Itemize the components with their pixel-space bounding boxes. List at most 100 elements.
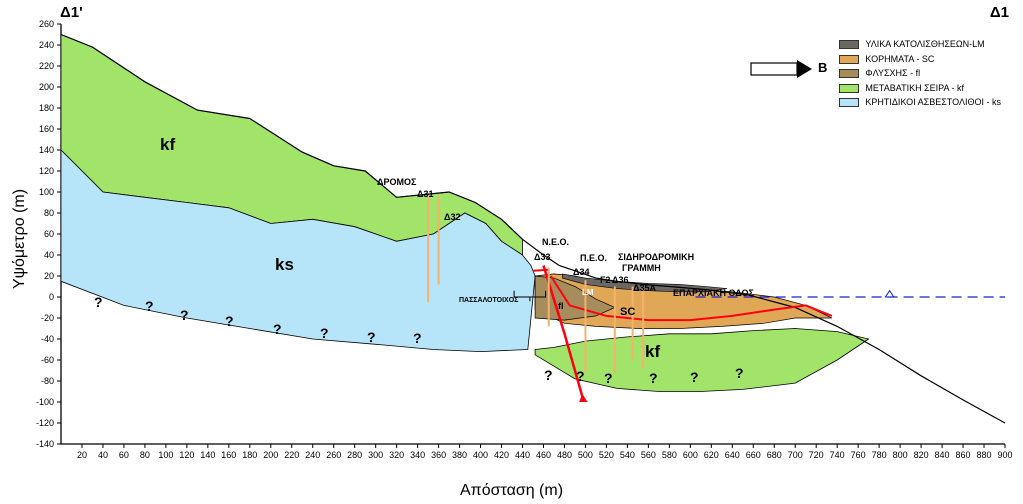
svg-text:?: ? bbox=[690, 369, 699, 385]
annot-d32: Δ32 bbox=[444, 212, 460, 222]
legend-swatch bbox=[839, 84, 859, 93]
legend-item: ΚΡΗΤΙΔΙΚΟΙ ΑΣΒΕΣΤΟΛΙΘΟΙ - ks bbox=[839, 96, 1001, 110]
label-kf-upper: kf bbox=[160, 135, 175, 155]
svg-text:780: 780 bbox=[872, 450, 887, 460]
svg-text:900: 900 bbox=[997, 450, 1012, 460]
annot-rail1: ΣΙΔΗΡΟΔΡΟΜΙΚΗ bbox=[618, 252, 694, 262]
annot-pile: ΠΑΣΣΑΛΟΤΟΙΧΟΣ bbox=[459, 297, 518, 304]
svg-text:140: 140 bbox=[39, 145, 54, 155]
svg-text:80: 80 bbox=[140, 450, 150, 460]
svg-text:740: 740 bbox=[830, 450, 845, 460]
annot-d34: Δ34 bbox=[573, 267, 589, 277]
svg-text:660: 660 bbox=[746, 450, 761, 460]
svg-text:200: 200 bbox=[39, 82, 54, 92]
svg-text:100: 100 bbox=[39, 187, 54, 197]
svg-text:460: 460 bbox=[536, 450, 551, 460]
legend-label: ΚΟΡΗΜΑΤΑ - SC bbox=[865, 53, 934, 67]
svg-text:240: 240 bbox=[305, 450, 320, 460]
legend-item: ΜΕΤΑΒΑΤΙΚΗ ΣΕΙΡΑ - kf bbox=[839, 82, 1001, 96]
svg-text:720: 720 bbox=[809, 450, 824, 460]
svg-text:200: 200 bbox=[263, 450, 278, 460]
svg-text:40: 40 bbox=[44, 250, 54, 260]
legend-item: ΥΛΙΚΑ ΚΑΤΟΛΙΣΘΗΣΕΩΝ-LM bbox=[839, 38, 1001, 52]
svg-text:-60: -60 bbox=[41, 355, 54, 365]
svg-text:0: 0 bbox=[49, 292, 54, 302]
legend-swatch bbox=[839, 55, 859, 64]
svg-text:?: ? bbox=[604, 370, 613, 386]
svg-text:760: 760 bbox=[851, 450, 866, 460]
svg-text:40: 40 bbox=[98, 450, 108, 460]
svg-text:-20: -20 bbox=[41, 313, 54, 323]
svg-text:?: ? bbox=[180, 307, 189, 323]
svg-text:?: ? bbox=[649, 370, 658, 386]
legend-swatch bbox=[839, 69, 859, 78]
svg-text:?: ? bbox=[225, 313, 234, 329]
annot-g2: Γ2 bbox=[600, 275, 610, 285]
annot-d35a: Δ35Α bbox=[633, 283, 656, 293]
svg-text:220: 220 bbox=[39, 61, 54, 71]
svg-text:340: 340 bbox=[410, 450, 425, 460]
y-axis-title: Υψόμετρο (m) bbox=[11, 189, 29, 289]
svg-text:380: 380 bbox=[452, 450, 467, 460]
annot-rail2: ΓΡΑΜΜΗ bbox=[622, 263, 661, 273]
svg-text:320: 320 bbox=[389, 450, 404, 460]
direction-label: B bbox=[818, 60, 827, 75]
legend-item: ΚΟΡΗΜΑΤΑ - SC bbox=[839, 53, 1001, 67]
svg-text:560: 560 bbox=[641, 450, 656, 460]
svg-text:480: 480 bbox=[557, 450, 572, 460]
svg-text:220: 220 bbox=[284, 450, 299, 460]
annot-peo: Π.Ε.Ο. bbox=[580, 253, 607, 263]
svg-text:60: 60 bbox=[44, 229, 54, 239]
svg-text:100: 100 bbox=[158, 450, 173, 460]
svg-text:160: 160 bbox=[39, 124, 54, 134]
svg-text:640: 640 bbox=[725, 450, 740, 460]
svg-text:500: 500 bbox=[578, 450, 593, 460]
svg-text:20: 20 bbox=[77, 450, 87, 460]
label-lm: LM bbox=[582, 288, 594, 297]
svg-text:280: 280 bbox=[347, 450, 362, 460]
svg-text:860: 860 bbox=[956, 450, 971, 460]
svg-text:120: 120 bbox=[179, 450, 194, 460]
legend-label: ΦΛΥΣΧΗΣ - fl bbox=[865, 67, 920, 81]
svg-text:-140: -140 bbox=[36, 439, 54, 449]
svg-text:680: 680 bbox=[767, 450, 782, 460]
svg-text:-40: -40 bbox=[41, 334, 54, 344]
annot-road: ΕΠΑΡΧΙΑΚΗ ΟΔΟΣ bbox=[673, 288, 754, 298]
svg-text:?: ? bbox=[145, 298, 154, 314]
svg-text:-80: -80 bbox=[41, 376, 54, 386]
annot-d36: Δ36 bbox=[612, 275, 628, 285]
label-kf-lower: kf bbox=[645, 342, 660, 362]
svg-text:800: 800 bbox=[893, 450, 908, 460]
label-fl: fl bbox=[558, 301, 564, 311]
svg-text:?: ? bbox=[576, 368, 585, 384]
svg-text:880: 880 bbox=[977, 450, 992, 460]
svg-text:180: 180 bbox=[242, 450, 257, 460]
svg-text:?: ? bbox=[273, 321, 282, 337]
svg-text:600: 600 bbox=[683, 450, 698, 460]
svg-text:400: 400 bbox=[473, 450, 488, 460]
svg-text:420: 420 bbox=[494, 450, 509, 460]
annot-dromos: ΔΡΟΜΟΣ bbox=[377, 177, 416, 187]
legend-swatch bbox=[839, 40, 859, 49]
svg-text:?: ? bbox=[735, 365, 744, 381]
svg-text:300: 300 bbox=[368, 450, 383, 460]
svg-text:180: 180 bbox=[39, 103, 54, 113]
svg-text:20: 20 bbox=[44, 271, 54, 281]
x-axis-title: Απόσταση (m) bbox=[460, 482, 563, 500]
svg-text:140: 140 bbox=[200, 450, 215, 460]
svg-text:240: 240 bbox=[39, 40, 54, 50]
svg-text:?: ? bbox=[94, 294, 103, 310]
svg-text:260: 260 bbox=[326, 450, 341, 460]
corner-left-label: Δ1' bbox=[60, 4, 83, 21]
svg-text:360: 360 bbox=[431, 450, 446, 460]
svg-text:80: 80 bbox=[44, 208, 54, 218]
legend-label: ΥΛΙΚΑ ΚΑΤΟΛΙΣΘΗΣΕΩΝ-LM bbox=[865, 38, 984, 52]
svg-text:260: 260 bbox=[39, 19, 54, 29]
svg-text:580: 580 bbox=[662, 450, 677, 460]
svg-text:60: 60 bbox=[119, 450, 129, 460]
legend-item: ΦΛΥΣΧΗΣ - fl bbox=[839, 67, 1001, 81]
svg-text:620: 620 bbox=[704, 450, 719, 460]
legend-label: ΚΡΗΤΙΔΙΚΟΙ ΑΣΒΕΣΤΟΛΙΘΟΙ - ks bbox=[865, 96, 1001, 110]
svg-text:-120: -120 bbox=[36, 418, 54, 428]
annot-neo: Ν.Ε.Ο. bbox=[542, 237, 569, 247]
